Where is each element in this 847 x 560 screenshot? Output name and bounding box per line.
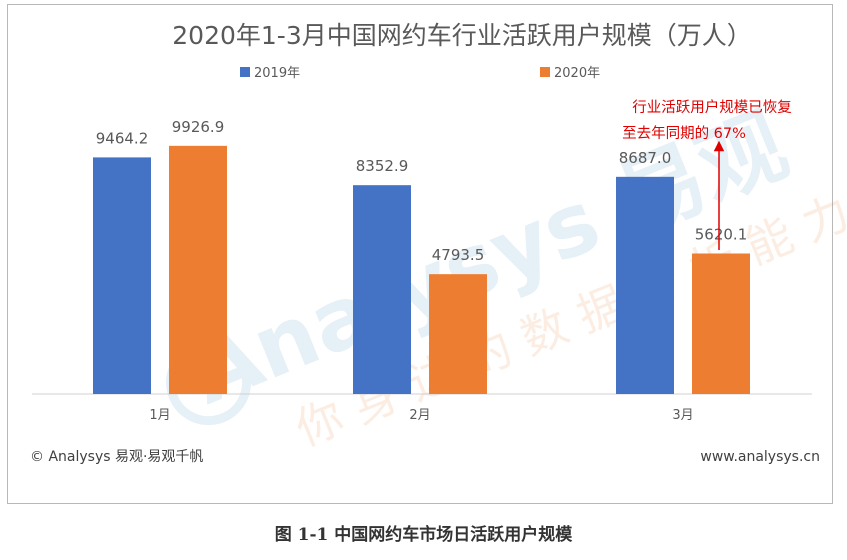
chart: Analysys 易观 你 身 边 的 数 据 分 析 能 力 2020年1-3… (30, 21, 847, 465)
x-tick-labels: 1月 2月 3月 (149, 408, 693, 423)
data-label-1月-2020年: 9926.9 (172, 118, 225, 136)
legend-label-2019: 2019年 (254, 66, 300, 81)
bar-1月-2019年 (93, 157, 151, 394)
data-label-3月-2019年: 8687.0 (619, 149, 672, 167)
legend-swatch-2019 (240, 67, 250, 77)
bar-3月-2019年 (616, 176, 674, 394)
footer-url[interactable]: www.analysys.cn (700, 449, 820, 465)
x-tick-label-2月: 2月 (409, 408, 430, 423)
bar-2月-2019年 (353, 185, 411, 394)
x-tick-label-1月: 1月 (149, 408, 170, 423)
annotation: 行业活跃用户规模已恢复 至去年同期的 67% (622, 98, 792, 250)
data-label-2月-2020年: 4793.5 (432, 246, 485, 264)
bar-2月-2020年 (429, 274, 487, 394)
data-label-2月-2019年: 8352.9 (356, 157, 409, 175)
figure-caption: 图 1-1 中国网约车市场日活跃用户规模 (274, 525, 573, 545)
legend-label-2020: 2020年 (554, 66, 600, 81)
annotation-line-2: 至去年同期的 67% (622, 125, 746, 142)
bars-layer (93, 145, 750, 394)
chart-title: 2020年1-3月中国网约车行业活跃用户规模（万人） (172, 21, 751, 50)
footer-source: © Analysys 易观·易观千帆 (30, 449, 203, 465)
data-label-1月-2019年: 9464.2 (96, 129, 149, 147)
legend-swatch-2020 (540, 67, 550, 77)
data-labels-layer: 9464.2 9926.9 8352.9 4793.5 8687.0 5620.1 (96, 118, 748, 264)
x-tick-label-3月: 3月 (672, 408, 693, 423)
bar-1月-2020年 (169, 145, 227, 394)
bar-3月-2020年 (692, 253, 750, 394)
annotation-line-1: 行业活跃用户规模已恢复 (632, 98, 792, 116)
legend: 2019年 2020年 (240, 66, 600, 81)
data-label-3月-2020年: 5620.1 (695, 225, 748, 243)
